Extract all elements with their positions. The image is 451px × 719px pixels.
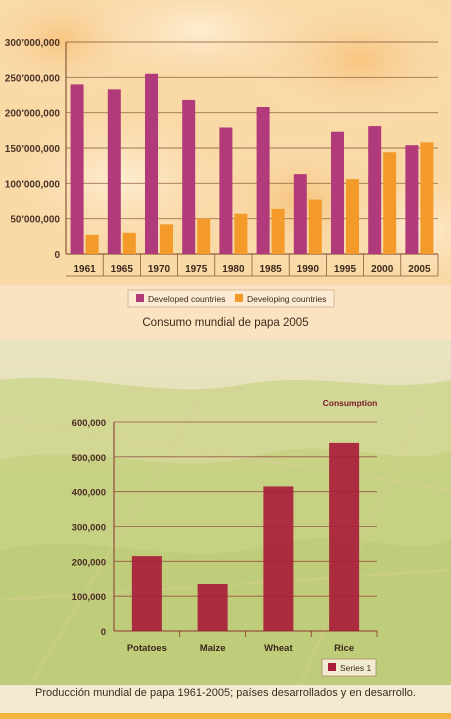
- y-tick-label: 100'000,000: [5, 179, 61, 190]
- production-panel: Consumption 0 100,000 200,000 300,000 400,000…: [0, 340, 451, 713]
- legend-swatch-developing: [235, 294, 243, 302]
- y-tick-label: 300'000,000: [5, 38, 61, 49]
- y-tick-label: 200,000: [72, 557, 106, 568]
- bar-developing-2000: [383, 152, 397, 254]
- caption-bottom: Producción mundial de papa 1961-2005; pa…: [35, 687, 416, 699]
- caption-top: Consumo mundial de papa 2005: [142, 317, 309, 329]
- legend-label-developed: Developed countries: [148, 294, 226, 304]
- y-tick-label: 0: [54, 250, 60, 261]
- bar-series1-Rice: [329, 442, 360, 631]
- chart-title-consumption: Consumption: [323, 398, 378, 408]
- y-tick-label: 100,000: [72, 592, 106, 603]
- bar-developed-1980: [219, 127, 233, 254]
- x-tick-label: 2005: [408, 264, 431, 275]
- y-tick-label: 200'000,000: [5, 109, 61, 120]
- x-tick-label: 1985: [259, 264, 282, 275]
- x-tick-label: 1975: [185, 264, 208, 275]
- bar-developing-1980: [234, 213, 248, 254]
- bar-developing-1990: [308, 199, 322, 254]
- bar-series1-Maize: [197, 583, 228, 631]
- x-tick-label: Maize: [200, 643, 226, 654]
- bar-developed-1965: [107, 89, 121, 254]
- y-tick-label: 0: [101, 627, 106, 638]
- x-tick-label: 1980: [222, 264, 245, 275]
- y-tick-label: 150'000,000: [5, 144, 61, 155]
- bar-developed-2005: [405, 145, 419, 254]
- legend-swatch-series1: [328, 663, 336, 671]
- y-tick-label: 600,000: [72, 418, 106, 429]
- bottom-stripe: [0, 713, 451, 719]
- x-tick-label: 1995: [334, 264, 357, 275]
- bar-developed-1995: [331, 131, 344, 254]
- bar-developing-1965: [122, 232, 136, 254]
- y-tick-label: 300,000: [72, 523, 106, 534]
- bar-developing-2005: [420, 142, 434, 254]
- bar-developed-1985: [256, 107, 270, 254]
- bar-developed-1970: [145, 73, 158, 254]
- legend: Series 1: [321, 658, 377, 677]
- legend: Developed countries Developing countries: [127, 289, 335, 308]
- bar-developing-1975: [197, 218, 211, 254]
- x-tick-label: 1990: [297, 264, 320, 275]
- x-tick-label: Wheat: [264, 643, 293, 654]
- bar-developed-2000: [368, 126, 382, 254]
- x-tick-label: 1961: [73, 264, 96, 275]
- bar-developing-1970: [160, 224, 173, 254]
- x-tick-label: 1970: [148, 264, 171, 275]
- bar-developed-1961: [70, 84, 84, 255]
- consumption-panel: 0 50'000,000 100'000,000 150'000,000 200'000…: [0, 0, 451, 340]
- x-tick-label: 1965: [111, 264, 134, 275]
- bar-developing-1995: [346, 179, 359, 254]
- production-bar-chart: Consumption 0 100,000 200,000 300,000 400,000…: [72, 398, 378, 677]
- legend-swatch-developed: [136, 294, 144, 302]
- y-tick-label: 400,000: [72, 488, 106, 499]
- y-tick-label: 500,000: [72, 453, 106, 464]
- bar-developing-1985: [271, 208, 285, 254]
- y-tick-label: 50'000,000: [10, 215, 60, 226]
- bar-series1-Wheat: [263, 486, 294, 631]
- x-tick-label: Rice: [334, 643, 354, 654]
- x-tick-label: 2000: [371, 264, 394, 275]
- legend-box: [127, 289, 335, 308]
- legend-label-series1: Series 1: [340, 663, 371, 673]
- x-tick-label: Potatoes: [127, 643, 167, 654]
- y-tick-label: 250'000,000: [5, 73, 61, 84]
- bar-developing-1961: [85, 234, 99, 254]
- bar-series1-Potatoes: [131, 556, 162, 631]
- bar-developed-1990: [293, 174, 307, 254]
- legend-label-developing: Developing countries: [247, 294, 326, 304]
- consumption-bar-chart: 0 50'000,000 100'000,000 150'000,000 200'000…: [5, 38, 439, 308]
- bar-developed-1975: [182, 99, 196, 255]
